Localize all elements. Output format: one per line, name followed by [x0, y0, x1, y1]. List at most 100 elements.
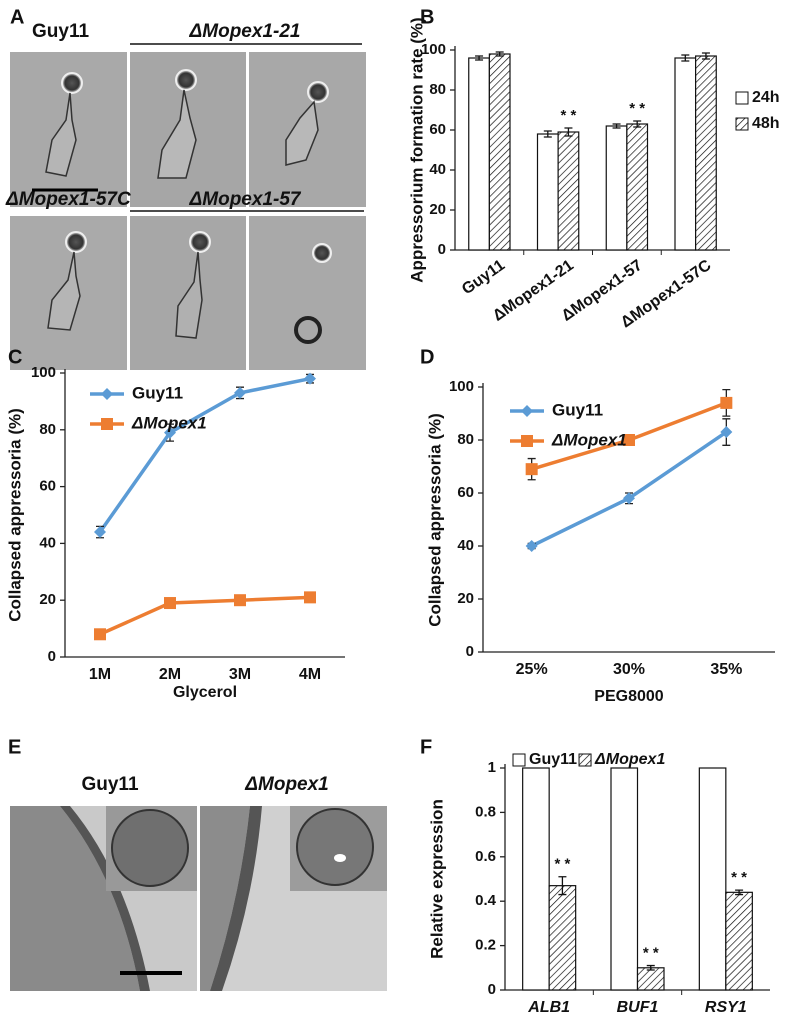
x-tick-label: ALB1 — [527, 999, 570, 1016]
y-tick-label: 0.2 — [475, 937, 496, 954]
marker — [720, 426, 733, 439]
error-bar — [681, 54, 690, 62]
marker — [164, 597, 176, 610]
legend-label: ΔMopex1 — [594, 751, 665, 768]
y-tick-label: 0.6 — [475, 848, 496, 865]
significance: * * — [629, 100, 645, 117]
legend-marker — [521, 435, 533, 447]
marker — [234, 386, 246, 399]
panel-letter: B — [420, 6, 434, 28]
y-tick-label: 20 — [39, 591, 56, 608]
legend-label: 24h — [752, 89, 780, 106]
legend-swatch — [512, 753, 526, 767]
y-tick-label: 1 — [488, 759, 496, 776]
error-bar — [558, 876, 567, 896]
y-tick-label: 100 — [421, 41, 446, 58]
legend-label: ΔMopex1 — [131, 413, 207, 432]
error-bar — [646, 964, 655, 971]
marker — [525, 540, 538, 552]
image-label: ΔMopex1-57 — [189, 189, 302, 210]
legend-label: Guy11 — [552, 400, 603, 419]
x-tick-label: 2M — [159, 666, 181, 683]
x-tick-label: BUF1 — [617, 999, 659, 1016]
error-bar — [735, 889, 744, 896]
y-tick-label: 80 — [39, 421, 56, 438]
y-tick-label: 0 — [48, 648, 56, 665]
significance: * * — [561, 107, 577, 124]
bar — [468, 57, 490, 251]
image-label: Guy11 — [32, 21, 89, 42]
legend-label: Guy11 — [529, 751, 577, 768]
marker — [304, 372, 316, 385]
significance: * * — [643, 945, 659, 962]
error-bar — [633, 120, 642, 128]
y-tick-label: 0.8 — [475, 803, 496, 820]
x-tick-label: 30% — [613, 661, 645, 678]
y-tick-label: 0 — [438, 241, 446, 258]
bar — [698, 767, 727, 991]
legend-swatch — [735, 91, 749, 105]
bar — [626, 123, 649, 251]
bar — [636, 967, 665, 991]
bar — [522, 767, 550, 991]
line — [98, 376, 311, 534]
legend-marker — [521, 405, 533, 417]
error-bar — [612, 123, 621, 129]
legend-swatch — [578, 753, 592, 767]
legend-label: 48h — [752, 115, 780, 132]
y-axis-label: Collapsed appressoria (%) — [5, 408, 24, 622]
error-bar — [495, 51, 504, 57]
y-axis-label: Appressorium formation rate (%) — [407, 17, 426, 282]
y-tick-label: 40 — [39, 534, 56, 551]
y-tick-label: 20 — [429, 201, 446, 218]
y-tick-label: 60 — [457, 484, 474, 501]
legend-label: ΔMopex1 — [551, 430, 627, 449]
image-label: ΔMopex1-21 — [189, 21, 301, 42]
significance: * * — [554, 856, 570, 873]
significance: * * — [731, 869, 747, 886]
y-axis-label: Collapsed appressoria (%) — [425, 413, 444, 627]
x-tick-label: 35% — [710, 661, 742, 678]
y-tick-label: 80 — [457, 431, 474, 448]
legend-marker — [101, 418, 113, 430]
micrograph — [249, 216, 366, 370]
y-tick-label: 60 — [39, 478, 56, 495]
image-label: ΔMopex1-57C — [5, 189, 131, 210]
marker — [94, 526, 106, 539]
marker — [720, 396, 733, 409]
panel-letter: E — [8, 736, 21, 758]
error-bar — [564, 127, 573, 137]
panel-letter: D — [420, 346, 434, 368]
marker — [234, 594, 246, 607]
x-tick-label: 4M — [299, 666, 321, 683]
panel-letter: C — [8, 346, 22, 368]
y-tick-label: 100 — [449, 378, 474, 395]
y-tick-label: 80 — [429, 81, 446, 98]
bar — [725, 891, 753, 991]
bar — [548, 885, 577, 991]
x-tick-label: 25% — [516, 661, 548, 678]
error-bar — [475, 55, 484, 61]
marker — [623, 434, 635, 446]
line — [99, 595, 311, 636]
y-tick-label: 0 — [488, 981, 496, 998]
x-tick-label: 3M — [229, 666, 251, 683]
y-tick-label: 60 — [429, 121, 446, 138]
legend-swatch — [735, 117, 749, 131]
marker — [94, 628, 106, 641]
legend-label: Guy11 — [132, 383, 183, 402]
x-tick-label: RSY1 — [705, 999, 747, 1016]
error-bar — [701, 52, 710, 60]
image-label: Guy11 — [81, 774, 138, 795]
error-bar — [543, 130, 552, 138]
marker — [164, 426, 176, 439]
tem-images — [10, 806, 387, 991]
micrograph-row — [10, 216, 366, 370]
y-tick-label: 40 — [429, 161, 446, 178]
y-tick-label: 40 — [457, 537, 474, 554]
x-axis-label: Glycerol — [173, 684, 237, 701]
panel-letter: F — [420, 736, 432, 758]
image-label: ΔMopex1 — [244, 774, 329, 795]
legend-marker — [101, 388, 113, 400]
